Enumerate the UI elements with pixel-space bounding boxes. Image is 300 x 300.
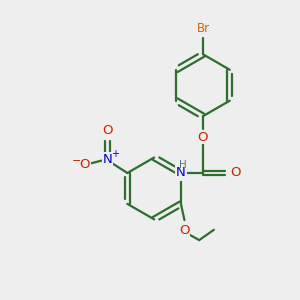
Text: O: O <box>198 131 208 144</box>
Text: N: N <box>176 167 186 179</box>
Text: O: O <box>80 158 90 171</box>
Text: −: − <box>72 156 81 166</box>
Text: O: O <box>102 124 113 137</box>
Text: H: H <box>178 160 186 170</box>
Text: +: + <box>111 149 119 159</box>
Text: N: N <box>103 153 112 166</box>
Text: Br: Br <box>196 22 210 35</box>
Text: O: O <box>179 224 190 237</box>
Text: O: O <box>230 167 241 179</box>
